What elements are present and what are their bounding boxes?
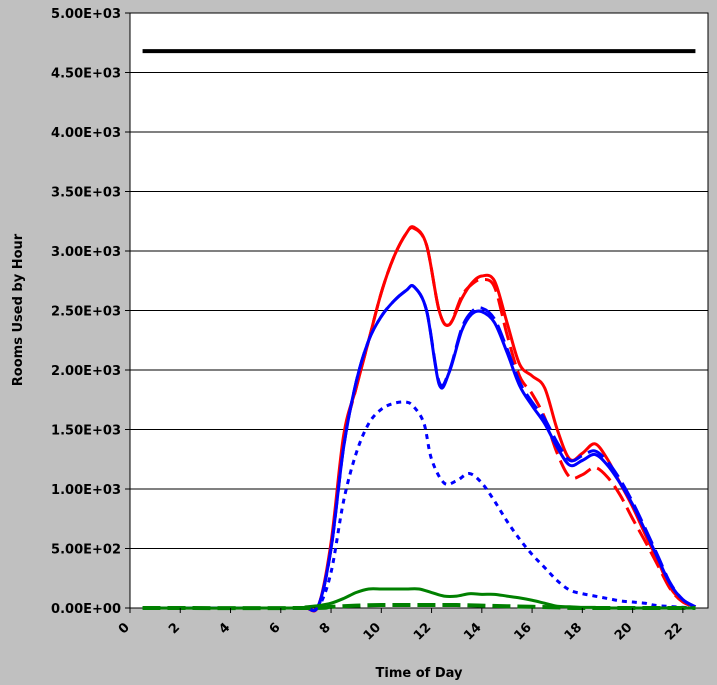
x-tick-label: 10 xyxy=(361,620,384,643)
y-tick-label: 0.00E+00 xyxy=(51,602,121,617)
x-tick-label: 6 xyxy=(267,620,284,637)
y-tick-label: 1.00E+03 xyxy=(51,483,121,498)
x-tick-label: 20 xyxy=(612,620,635,643)
x-tick-label: 18 xyxy=(562,620,585,643)
x-tick-label: 12 xyxy=(411,620,434,643)
x-tick-label: 22 xyxy=(662,620,685,643)
x-axis-title: Time of Day xyxy=(376,666,463,681)
y-tick-label: 5.00E+02 xyxy=(51,543,121,558)
x-tick-label: 16 xyxy=(512,620,535,643)
y-tick-label: 3.50E+03 xyxy=(51,186,121,201)
series-layer xyxy=(142,49,697,613)
y-tick-label: 3.00E+03 xyxy=(51,245,121,260)
x-tick-layer: 0 2 4 6 8 10 12 14 16 18 20 22 xyxy=(116,608,686,644)
y-tick-label: 2.00E+03 xyxy=(51,364,121,379)
y-tick-layer: 0.00E+00 5.00E+02 1.00E+03 1.50E+03 2.00E+03… xyxy=(51,7,130,617)
grid-layer xyxy=(130,72,708,549)
x-tick-label: 0 xyxy=(116,620,133,637)
x-tick-label: 2 xyxy=(166,620,183,637)
y-tick-label: 1.50E+03 xyxy=(51,424,121,439)
x-tick-label: 8 xyxy=(317,620,334,637)
x-tick-label: 14 xyxy=(461,620,484,643)
y-tick-label: 2.50E+03 xyxy=(51,305,121,320)
y-axis-title: Rooms Used by Hour xyxy=(11,233,26,386)
y-tick-label: 5.00E+03 xyxy=(51,7,121,22)
y-tick-label: 4.00E+03 xyxy=(51,126,121,141)
y-tick-label: 4.50E+03 xyxy=(51,67,121,82)
series-line-4 xyxy=(142,284,697,613)
series-line-8 xyxy=(142,602,696,611)
x-tick-label: 4 xyxy=(216,620,233,637)
series-line-7 xyxy=(142,587,696,610)
